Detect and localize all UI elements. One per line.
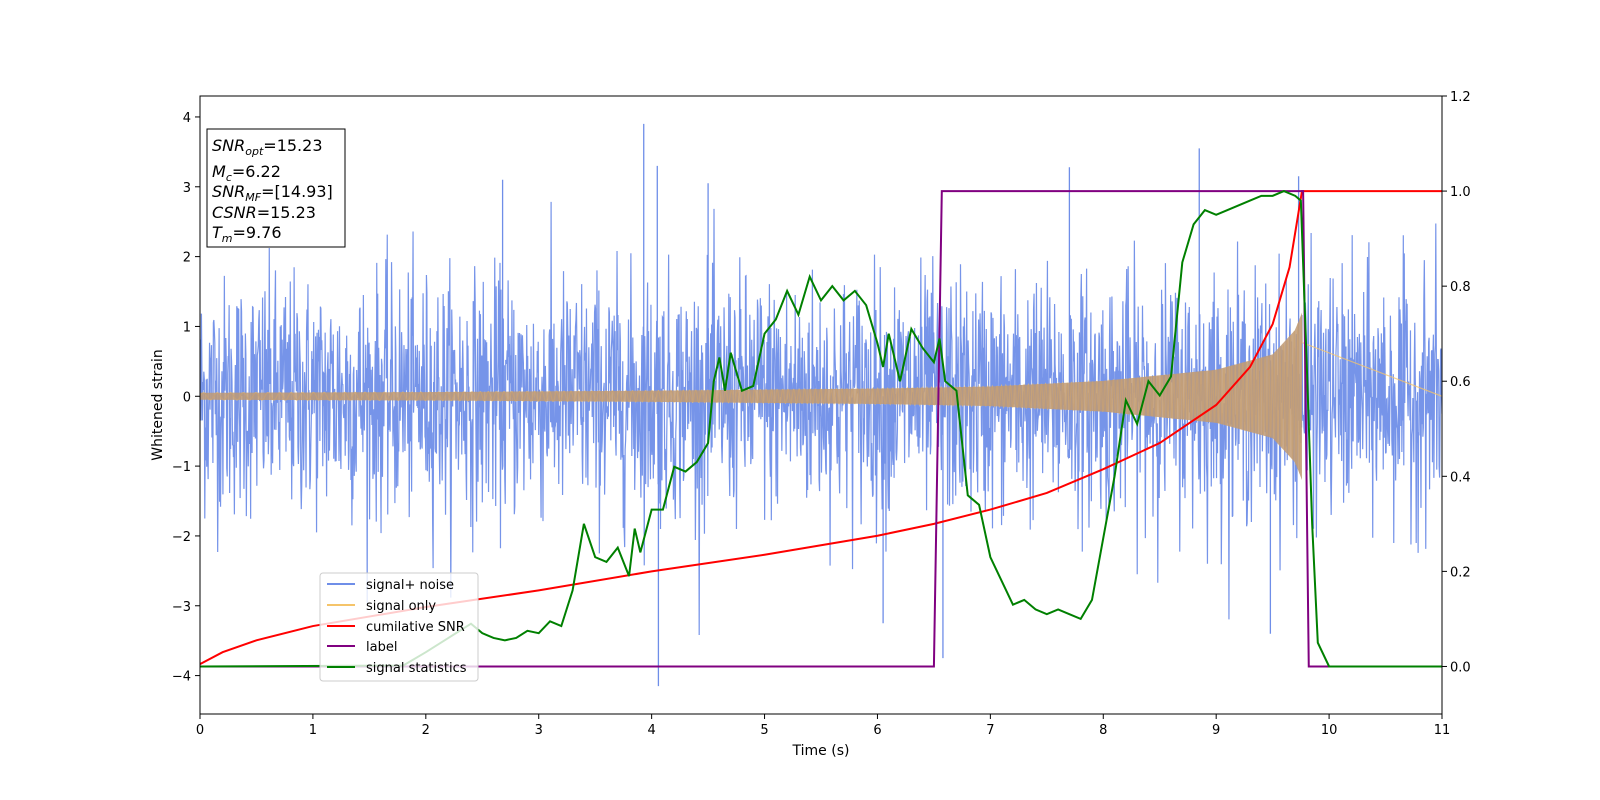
- signal-only-series: [200, 312, 1442, 481]
- x-axis-label: Time (s): [792, 743, 850, 759]
- x-tick-label: 1: [309, 723, 317, 738]
- y-left-tick-label: 2: [183, 251, 191, 266]
- signal-only-envelope: [200, 312, 1302, 481]
- y-left-tick-label: 3: [183, 181, 191, 196]
- y-right-tick-label: 0.8: [1450, 280, 1471, 295]
- x-axis: 0 1 2 3 4 5 6 7 8 9 10 11: [196, 714, 1450, 738]
- info-box-frame: [206, 128, 346, 248]
- legend-entry-cumulative-snr: cumilative SNR: [327, 620, 465, 635]
- x-tick-label: 10: [1321, 723, 1338, 738]
- plot-frame: [199, 95, 1443, 715]
- y-axis-left: −4 −3 −2 −1 0 1 2 3 4: [172, 111, 200, 685]
- series-line-signal-statistics: [200, 189, 1442, 668]
- info-snr-opt: SNRopt=15.23: [212, 136, 323, 158]
- x-tick-label: 4: [647, 723, 655, 738]
- legend-frame: [319, 572, 479, 682]
- x-tick-label: 9: [1212, 723, 1220, 738]
- y-right-tick-label: 0.2: [1450, 565, 1471, 580]
- y-right-tick-label: 1.2: [1450, 90, 1471, 105]
- info-csnr: CSNR=15.23: [212, 203, 316, 222]
- info-tm: Tm=9.76: [212, 223, 282, 245]
- y-left-tick-label: −2: [172, 530, 191, 545]
- legend-entry-signal-statistics: signal statistics: [327, 661, 467, 676]
- info-snr-mf: SNRMF=[14.93]: [212, 182, 333, 204]
- y-axis-right: 0.0 0.2 0.4 0.6 0.8 1.0 1.2: [1442, 90, 1471, 675]
- legend-label-signal-only: signal only: [366, 599, 436, 614]
- legend-entry-label: label: [327, 640, 397, 655]
- info-mc: Mc=6.22: [212, 162, 281, 184]
- x-tick-label: 3: [535, 723, 543, 738]
- x-tick-label: 6: [873, 723, 881, 738]
- legend-entry-signal-noise: signal+ noise: [327, 578, 454, 593]
- x-tick-label: 0: [196, 723, 204, 738]
- y-right-tick-label: 0.4: [1450, 470, 1471, 485]
- y-axis-label: Whitened strain: [150, 349, 166, 460]
- y-right-tick-label: 1.0: [1450, 185, 1471, 200]
- y-left-tick-label: 1: [183, 320, 191, 335]
- y-left-tick-label: 0: [183, 390, 191, 405]
- y-right-tick-label: 0.0: [1450, 660, 1471, 675]
- legend-label-signal-statistics: signal statistics: [366, 661, 467, 676]
- legend-entry-signal-only: signal only: [327, 599, 436, 614]
- y-left-tick-label: −4: [172, 670, 191, 685]
- info-box: SNRopt=15.23 Mc=6.22 SNRMF=[14.93] CSNR=…: [206, 128, 346, 248]
- x-tick-label: 2: [422, 723, 430, 738]
- legend-label-signal-noise: signal+ noise: [366, 578, 454, 593]
- legend-label-label: label: [366, 640, 397, 655]
- y-left-tick-label: −3: [172, 600, 191, 615]
- x-tick-label: 11: [1434, 723, 1451, 738]
- y-right-tick-label: 0.6: [1450, 375, 1471, 390]
- x-tick-label: 7: [986, 723, 994, 738]
- y-left-tick-label: 4: [183, 111, 191, 126]
- legend: signal+ noise signal only cumilative SNR…: [319, 572, 479, 682]
- x-tick-label: 5: [760, 723, 768, 738]
- x-tick-label: 8: [1099, 723, 1107, 738]
- legend-label-cumulative-snr: cumilative SNR: [366, 620, 465, 635]
- y-left-tick-label: −1: [172, 460, 191, 475]
